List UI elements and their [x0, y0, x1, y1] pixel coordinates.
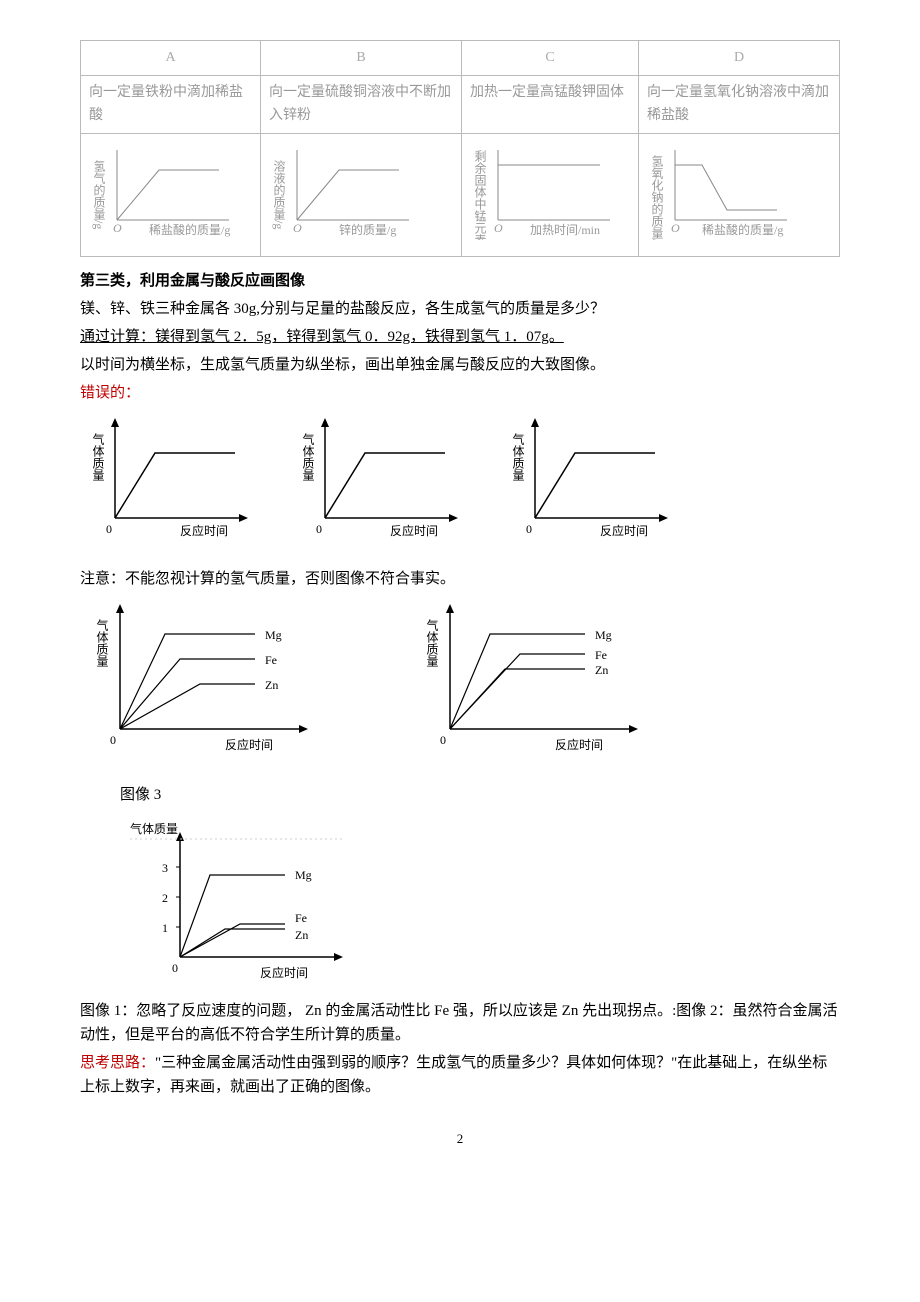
- svg-text:0: 0: [526, 522, 532, 536]
- svg-text:1: 1: [162, 921, 168, 935]
- analysis-1: 图像 1：忽略了反应速度的问题， Zn 的金属活动性比 Fe 强，所以应该是 Z…: [80, 999, 840, 1047]
- col-b-chart: 溶液的质量/g O 锌的质量/g: [261, 134, 462, 257]
- svg-text:Zn: Zn: [595, 663, 608, 677]
- options-table: A B C D 向一定量铁粉中滴加稀盐酸 向一定量硫酸铜溶液中不断加入锌粉 加热…: [80, 40, 840, 257]
- note: 注意：不能忽视计算的氢气质量，否则图像不符合事实。: [80, 567, 840, 591]
- col-a-chart: 氢气的质量/g O 稀盐酸的质量/g: [81, 134, 261, 257]
- svg-text:0: 0: [110, 733, 116, 747]
- svg-text:锌的质量/g: 锌的质量/g: [339, 222, 396, 237]
- svg-text:0: 0: [440, 733, 446, 747]
- svg-text:反应时间: 反应时间: [225, 737, 273, 752]
- col-a-head: A: [81, 41, 261, 76]
- svg-text:氢气的质量/g: 氢气的质量/g: [92, 159, 106, 230]
- svg-text:反应时间: 反应时间: [600, 523, 648, 538]
- paragraph-1: 镁、锌、铁三种金属各 30g,分别与足量的盐酸反应，各生成氢气的质量是多少？: [80, 297, 840, 321]
- svg-text:O: O: [293, 221, 302, 235]
- svg-text:加热时间/min: 加热时间/min: [530, 223, 600, 237]
- wrong-charts-row: 气体质量 0 反应时间 气体质量 0 反应时间 气体质量 0 反应时间: [80, 413, 840, 551]
- col-c-head: C: [462, 41, 639, 76]
- col-a-desc: 向一定量铁粉中滴加稀盐酸: [81, 76, 261, 134]
- wrong-label: 错误的：: [80, 381, 840, 405]
- svg-text:2: 2: [162, 891, 168, 905]
- final-chart: 气体质量 3 2 1 Mg Fe Zn 0 反应时间: [90, 817, 840, 995]
- svg-text:气体质量: 气体质量: [301, 432, 315, 481]
- svg-text:O: O: [113, 221, 122, 235]
- paragraph-2: 通过计算：镁得到氢气 2．5g，锌得到氢气 0．92g，铁得到氢气 1．07g。: [80, 325, 840, 349]
- think-label: 思考思路：: [80, 1055, 155, 1071]
- multi-chart-1: Mg Fe Zn 气体质量 0 反应时间: [80, 599, 330, 767]
- col-b-desc: 向一定量硫酸铜溶液中不断加入锌粉: [261, 76, 462, 134]
- svg-text:气体质量: 气体质量: [91, 432, 105, 481]
- page-number: 2: [80, 1129, 840, 1150]
- svg-text:Mg: Mg: [295, 868, 312, 882]
- svg-text:气体质量: 气体质量: [511, 432, 525, 481]
- svg-text:稀盐酸的质量/g: 稀盐酸的质量/g: [702, 222, 783, 237]
- svg-text:氢氧化钠的质量/g: 氢氧化钠的质量/g: [650, 154, 664, 240]
- svg-text:反应时间: 反应时间: [260, 965, 308, 980]
- col-d-head: D: [639, 41, 840, 76]
- col-c-desc: 加热一定量高锰酸钾固体: [462, 76, 639, 134]
- chart-b: 溶液的质量/g O 锌的质量/g: [269, 140, 429, 240]
- svg-text:反应时间: 反应时间: [180, 523, 228, 538]
- svg-text:反应时间: 反应时间: [555, 737, 603, 752]
- col-d-desc: 向一定量氢氧化钠溶液中滴加稀盐酸: [639, 76, 840, 134]
- svg-text:Zn: Zn: [295, 928, 308, 942]
- svg-text:Mg: Mg: [265, 628, 282, 642]
- wrong-chart-2: 气体质量 0 反应时间: [290, 413, 470, 551]
- chart-d: 氢氧化钠的质量/g O 稀盐酸的质量/g: [647, 140, 807, 240]
- paragraph-3: 以时间为横坐标，生成氢气质量为纵坐标，画出单独金属与酸反应的大致图像。: [80, 353, 840, 377]
- section-title: 第三类，利用金属与酸反应画图像: [80, 269, 840, 293]
- col-c-chart: 剩余固体中锰元素的质量/g O 加热时间/min: [462, 134, 639, 257]
- svg-text:Mg: Mg: [595, 628, 612, 642]
- svg-text:3: 3: [162, 861, 168, 875]
- think-text: "三种金属金属活动性由强到弱的顺序？生成氢气的质量多少？具体如何体现？"在此基础…: [80, 1055, 827, 1095]
- svg-text:0: 0: [106, 522, 112, 536]
- multi-chart-2: Mg Fe Zn 气体质量 0 反应时间: [410, 599, 660, 767]
- svg-text:Fe: Fe: [595, 648, 607, 662]
- col-b-head: B: [261, 41, 462, 76]
- svg-text:O: O: [671, 221, 680, 235]
- col-d-chart: 氢氧化钠的质量/g O 稀盐酸的质量/g: [639, 134, 840, 257]
- svg-text:Fe: Fe: [265, 653, 277, 667]
- svg-text:气体质量: 气体质量: [130, 821, 178, 836]
- svg-text:反应时间: 反应时间: [390, 523, 438, 538]
- chart-c: 剩余固体中锰元素的质量/g O 加热时间/min: [470, 140, 630, 240]
- svg-text:0: 0: [172, 961, 178, 975]
- svg-text:0: 0: [316, 522, 322, 536]
- svg-text:气体质量: 气体质量: [95, 618, 109, 667]
- wrong-chart-3: 气体质量 0 反应时间: [500, 413, 680, 551]
- think-paragraph: 思考思路："三种金属金属活动性由强到弱的顺序？生成氢气的质量多少？具体如何体现？…: [80, 1051, 840, 1099]
- wrong-chart-1: 气体质量 0 反应时间: [80, 413, 260, 551]
- svg-text:气体质量: 气体质量: [425, 618, 439, 667]
- svg-text:Zn: Zn: [265, 678, 278, 692]
- svg-text:O: O: [494, 221, 503, 235]
- caption-3: 图像 3: [120, 783, 840, 807]
- svg-text:Fe: Fe: [295, 911, 307, 925]
- svg-text:稀盐酸的质量/g: 稀盐酸的质量/g: [149, 222, 230, 237]
- svg-text:溶液的质量/g: 溶液的质量/g: [272, 159, 286, 230]
- multi-charts-row: Mg Fe Zn 气体质量 0 反应时间 Mg Fe Zn 气体质量 0 反应时…: [80, 599, 840, 767]
- chart-a: 氢气的质量/g O 稀盐酸的质量/g: [89, 140, 249, 240]
- svg-text:剩余固体中锰元素的质量/g: 剩余固体中锰元素的质量/g: [473, 150, 487, 240]
